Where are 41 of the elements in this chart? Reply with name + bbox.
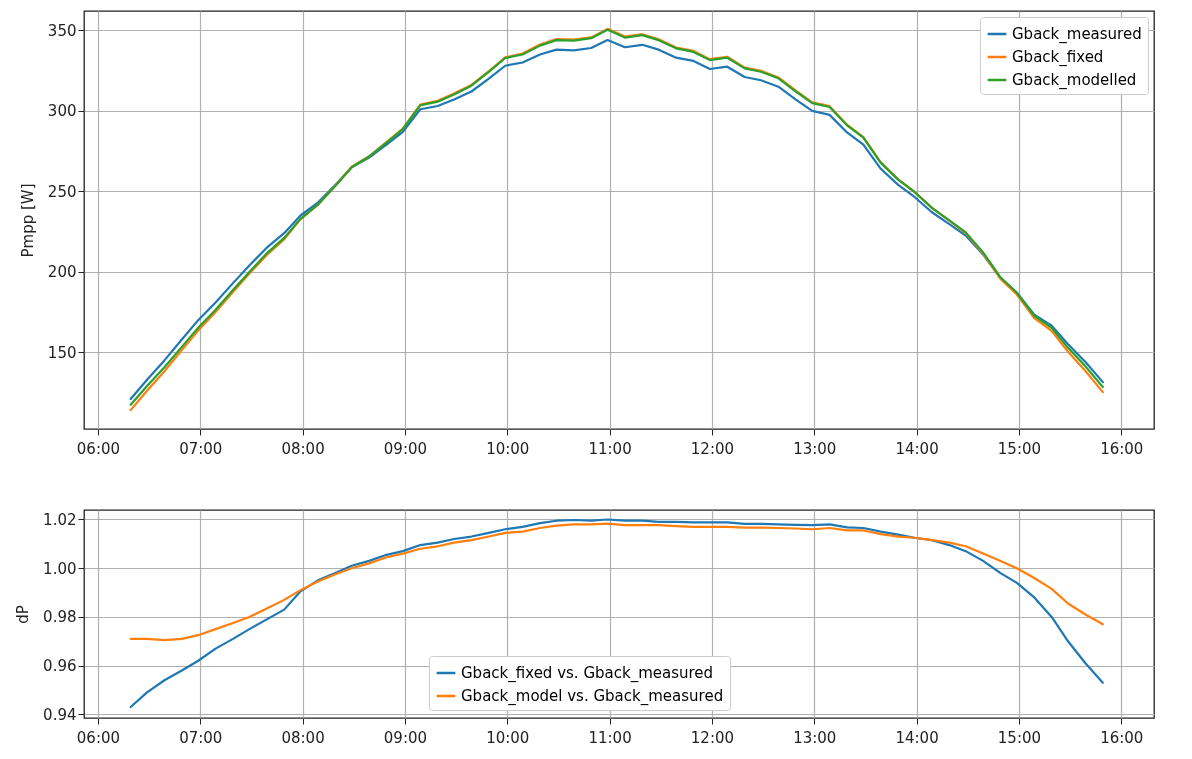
x-tick-label: 07:00	[179, 439, 223, 458]
x-tick-label: 15:00	[997, 439, 1042, 458]
x-tick-label: 16:00	[1100, 439, 1144, 458]
x-tick-label: 15:00	[997, 728, 1042, 747]
y-tick-label: 200	[47, 263, 77, 282]
y-axis-title: Pmpp [W]	[18, 183, 37, 258]
y-tick-label: 350	[47, 21, 77, 40]
y-tick-label: 0.96	[43, 657, 77, 676]
y-tick-label: 1.00	[43, 559, 77, 578]
x-tick-label: 11:00	[588, 439, 632, 458]
y-tick-label: 150	[47, 343, 77, 362]
legend-label: Gback_model vs. Gback_measured	[461, 687, 724, 706]
x-tick-label: 14:00	[895, 439, 939, 458]
x-tick-label: 13:00	[793, 728, 837, 747]
legend-label: Gback_modelled	[1012, 71, 1137, 90]
x-tick-label: 07:00	[179, 728, 223, 747]
x-tick-label: 09:00	[383, 439, 428, 458]
y-tick-label: 0.94	[43, 705, 77, 724]
legend-label: Gback_fixed vs. Gback_measured	[461, 664, 714, 683]
x-tick-label: 08:00	[281, 728, 325, 747]
line-series	[129, 518, 1104, 709]
y-tick-label: 1.02	[43, 511, 77, 529]
x-tick-label: 16:00	[1100, 728, 1144, 747]
x-tick-label: 10:00	[486, 728, 530, 747]
x-tick-label: 12:00	[690, 439, 735, 458]
legend-label: Gback_measured	[1012, 25, 1142, 44]
x-tick-label: 12:00	[690, 728, 735, 747]
x-tick-label: 09:00	[383, 728, 428, 747]
y-tick-label: 250	[47, 182, 77, 201]
line-series	[129, 522, 1104, 642]
x-tick-label: 08:00	[281, 439, 325, 458]
x-tick-label: 11:00	[588, 728, 632, 747]
x-tick-label: 06:00	[76, 439, 121, 458]
x-tick-label: 13:00	[793, 439, 837, 458]
x-tick-label: 14:00	[895, 728, 939, 747]
y-tick-label: 300	[47, 102, 77, 121]
y-axis-title: dP	[14, 605, 33, 624]
y-tick-label: 0.98	[43, 608, 77, 627]
x-tick-label: 06:00	[76, 728, 121, 747]
x-tick-label: 10:00	[486, 439, 530, 458]
legend-label: Gback_fixed	[1012, 48, 1104, 67]
